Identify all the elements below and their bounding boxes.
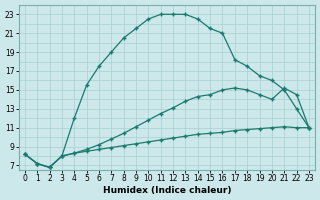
X-axis label: Humidex (Indice chaleur): Humidex (Indice chaleur) [103,186,231,195]
